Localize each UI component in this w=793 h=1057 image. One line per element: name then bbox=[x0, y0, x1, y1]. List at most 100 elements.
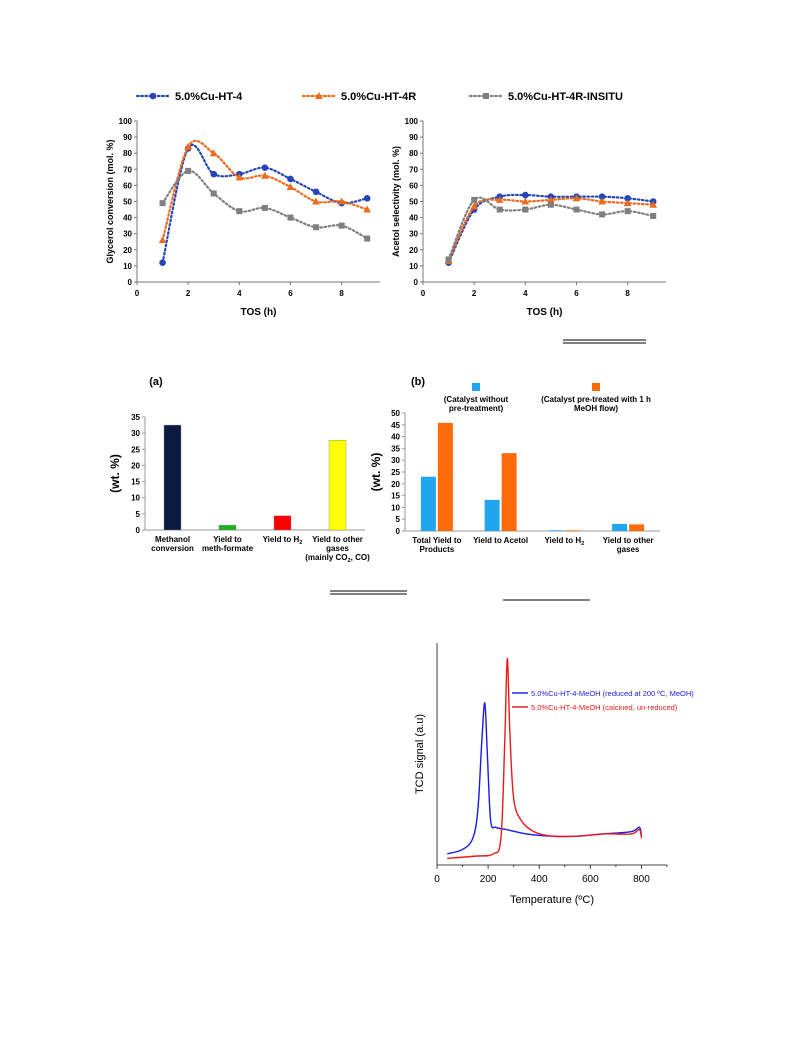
acetol-chart-data-point-3 bbox=[624, 208, 631, 215]
panel-a-title: (a) bbox=[149, 376, 163, 388]
methanol-chart-y-tick-label: 5 bbox=[136, 510, 141, 519]
glycerol-chart-y-tick-label: 30 bbox=[123, 230, 132, 239]
acetol-chart-y-tick-label: 0 bbox=[414, 278, 419, 287]
methanol-chart-category-label: gases bbox=[326, 544, 349, 553]
glycerol-chart-x-tick-label: 2 bbox=[186, 289, 191, 298]
acetol-chart-data-point-2 bbox=[547, 195, 555, 203]
glycerol-chart-data-point-3 bbox=[338, 222, 345, 229]
glycerol-chart-data-point-2 bbox=[286, 183, 295, 191]
pretreat-chart-bar-2 bbox=[565, 530, 581, 532]
acetol-chart-x-tick-label: 4 bbox=[523, 289, 528, 298]
pretreat-legend-swatch-2 bbox=[592, 383, 600, 391]
pretreat-chart-bar-1 bbox=[548, 530, 564, 532]
methanol-chart-category-label: Methanol bbox=[155, 535, 190, 544]
acetol-chart-y-tick-label: 20 bbox=[409, 246, 418, 255]
glycerol-chart-y-tick-label: 40 bbox=[123, 214, 132, 223]
legend-marker-3 bbox=[483, 93, 489, 99]
pretreat-legend-label-2: MeOH flow) bbox=[574, 404, 618, 413]
pretreat-chart-y-axis-label: (wt. %) bbox=[369, 453, 383, 492]
methanol-chart-y-tick-label: 10 bbox=[131, 494, 140, 503]
acetol-chart-x-axis-label: TOS (h) bbox=[527, 307, 563, 318]
pretreat-chart-category-label: Yield to H2 bbox=[545, 536, 585, 547]
acetol-chart-data-point-2 bbox=[598, 197, 606, 205]
acetol-chart-data-point-3 bbox=[650, 212, 657, 219]
pretreat-chart-category-label: Total Yield to bbox=[412, 536, 461, 545]
glycerol-chart-y-tick-label: 70 bbox=[123, 165, 132, 174]
glycerol-chart-y-tick-label: 90 bbox=[123, 133, 132, 142]
pretreat-chart-y-tick-label: 30 bbox=[391, 456, 400, 465]
acetol-chart-data-point-3 bbox=[599, 211, 606, 218]
acetol-chart-y-tick-label: 50 bbox=[409, 198, 418, 207]
methanol-chart-category-label: Yield to bbox=[213, 535, 242, 544]
pretreat-chart-bar-2 bbox=[437, 422, 453, 531]
glycerol-chart-data-point-1 bbox=[210, 170, 218, 178]
glycerol-chart-data-point-1 bbox=[159, 259, 166, 266]
methanol-chart-y-tick-label: 20 bbox=[131, 461, 140, 470]
glycerol-chart-x-axis-label: TOS (h) bbox=[241, 307, 277, 318]
tpr-chart-y-axis-label: TCD signal (a.u) bbox=[414, 714, 426, 794]
pretreat-chart-bar-1 bbox=[612, 523, 628, 531]
methanol-chart-bar bbox=[218, 524, 237, 531]
acetol-chart-data-point-3 bbox=[522, 206, 529, 213]
methanol-chart-y-axis-label: (wt. %) bbox=[108, 454, 122, 493]
acetol-chart-y-tick-label: 30 bbox=[409, 230, 418, 239]
glycerol-chart-y-tick-label: 10 bbox=[123, 262, 132, 271]
acetol-chart-y-tick-label: 40 bbox=[409, 214, 418, 223]
methanol-chart-category-label: meth-formate bbox=[202, 544, 254, 553]
acetol-chart-data-point-2 bbox=[572, 194, 581, 202]
acetol-chart-x-tick-label: 0 bbox=[421, 289, 426, 298]
pretreat-chart-y-tick-label: 5 bbox=[396, 515, 401, 524]
acetol-chart-x-tick-label: 6 bbox=[574, 289, 579, 298]
glycerol-chart-y-tick-label: 50 bbox=[123, 198, 132, 207]
pretreat-chart-category-label: Products bbox=[420, 545, 455, 554]
acetol-chart-data-point-2 bbox=[521, 197, 530, 205]
methanol-chart-y-tick-label: 0 bbox=[136, 526, 141, 535]
glycerol-chart-data-point-2 bbox=[235, 173, 244, 181]
pretreat-chart-y-tick-label: 40 bbox=[391, 433, 400, 442]
legend-label-1: 5.0%Cu-HT-4 bbox=[175, 91, 243, 103]
acetol-chart-data-point-1 bbox=[522, 191, 529, 199]
pretreat-chart-bar-1 bbox=[484, 499, 500, 531]
glycerol-chart-y-tick-label: 60 bbox=[123, 181, 132, 190]
glycerol-chart-x-tick-label: 0 bbox=[135, 289, 140, 298]
panel-b-title: (b) bbox=[411, 376, 425, 388]
methanol-chart-bar bbox=[273, 515, 292, 531]
glycerol-chart-data-point-2 bbox=[261, 171, 269, 179]
pretreat-chart-bar-2 bbox=[629, 524, 645, 531]
glycerol-chart-data-point-1 bbox=[312, 188, 320, 196]
tpr-series-line-2 bbox=[447, 657, 643, 860]
methanol-chart-category-label: Yield to other bbox=[312, 535, 363, 544]
tpr-chart-x-tick-label: 0 bbox=[434, 874, 440, 885]
methanol-chart-y-tick-label: 15 bbox=[131, 478, 140, 487]
pretreat-legend-label-1: pre-treatment) bbox=[449, 404, 504, 413]
methanol-chart-category-label: conversion bbox=[151, 544, 194, 553]
tpr-chart-x-axis-label: Temperature (ºC) bbox=[510, 894, 594, 906]
glycerol-chart-series-line-3 bbox=[161, 169, 369, 240]
glycerol-chart-data-point-3 bbox=[261, 204, 268, 211]
acetol-chart-y-tick-label: 10 bbox=[409, 262, 418, 271]
glycerol-chart-data-point-3 bbox=[210, 190, 217, 197]
legend-label-2: 5.0%Cu-HT-4R bbox=[341, 91, 416, 103]
methanol-chart-category-label: Yield to H2 bbox=[263, 535, 303, 546]
glycerol-chart-data-point-2 bbox=[158, 236, 167, 244]
glycerol-chart-data-point-3 bbox=[313, 224, 320, 231]
glycerol-chart-series-line-1 bbox=[161, 143, 369, 264]
glycerol-chart-data-point-2 bbox=[209, 149, 218, 157]
methanol-chart-y-tick-label: 30 bbox=[131, 429, 140, 438]
glycerol-chart-x-tick-label: 4 bbox=[237, 289, 242, 298]
glycerol-chart-y-tick-label: 0 bbox=[128, 278, 133, 287]
legend-marker-1 bbox=[149, 92, 157, 100]
glycerol-chart-x-tick-label: 8 bbox=[339, 289, 344, 298]
methanol-chart-y-tick-label: 25 bbox=[131, 445, 140, 454]
glycerol-chart-data-point-1 bbox=[363, 194, 371, 202]
tpr-legend-label-1: 5.0%Cu-HT-4-MeOH (reduced at 200 ºC, MeO… bbox=[531, 689, 694, 698]
tpr-legend-label-2: 5.0%Cu-HT-4-MeOH (calcined, un-reduced) bbox=[531, 703, 678, 712]
pretreat-chart-category-label: Yield to Acetol bbox=[473, 536, 528, 545]
acetol-chart-data-point-3 bbox=[471, 196, 478, 203]
pretreat-chart-y-tick-label: 15 bbox=[391, 492, 400, 501]
glycerol-chart-data-point-3 bbox=[236, 208, 243, 215]
glycerol-chart-data-point-1 bbox=[261, 164, 269, 171]
acetol-chart-y-tick-label: 100 bbox=[405, 117, 419, 126]
legend-marker-2 bbox=[315, 92, 323, 99]
